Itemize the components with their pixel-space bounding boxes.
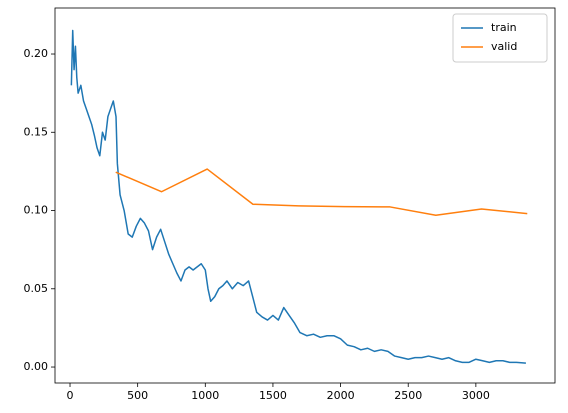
x-tick-label: 2500 bbox=[394, 389, 422, 402]
x-tick-label: 1500 bbox=[259, 389, 287, 402]
x-tick-label: 500 bbox=[127, 389, 148, 402]
x-tick-label: 1000 bbox=[191, 389, 219, 402]
series-line bbox=[115, 168, 528, 216]
y-tick-label: 0.20 bbox=[24, 47, 49, 60]
legend-box bbox=[452, 13, 548, 63]
y-tick-label: 0.00 bbox=[24, 360, 49, 373]
x-tick-label: 3000 bbox=[462, 389, 490, 402]
axes-frame bbox=[54, 7, 556, 384]
y-tick-label: 0.05 bbox=[24, 282, 49, 295]
series-line bbox=[70, 29, 526, 364]
x-tick-label: 2000 bbox=[327, 389, 355, 402]
y-tick-label: 0.10 bbox=[24, 204, 49, 217]
legend-label: valid bbox=[491, 40, 517, 53]
legend-label: train bbox=[491, 21, 517, 34]
x-tick-label: 0 bbox=[67, 389, 74, 402]
y-tick-label: 0.15 bbox=[24, 125, 49, 138]
